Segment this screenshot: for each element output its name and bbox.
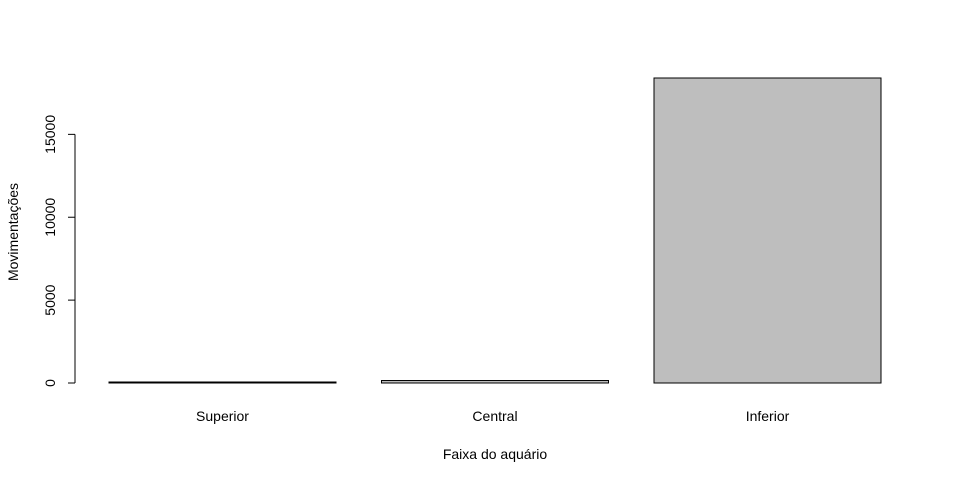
- x-tick-label-superior: Superior: [196, 408, 249, 424]
- bar-central: [381, 380, 609, 384]
- bar-superior: [108, 381, 337, 384]
- y-axis-title: Movimentações: [5, 183, 21, 281]
- x-category-labels: Superior Central Inferior: [196, 408, 790, 424]
- x-tick-label-inferior: Inferior: [746, 408, 790, 424]
- y-tick-label-10000: 10000: [42, 198, 58, 237]
- bars-group: [108, 77, 882, 384]
- x-tick-label-central: Central: [472, 408, 517, 424]
- x-axis-title: Faixa do aquário: [443, 446, 548, 462]
- y-axis: 0 5000 10000 15000: [42, 115, 76, 387]
- bar-inferior: [653, 77, 882, 384]
- y-tick-label-15000: 15000: [42, 115, 58, 154]
- y-tick-label-5000: 5000: [42, 284, 58, 315]
- y-tick-label-0: 0: [42, 379, 58, 387]
